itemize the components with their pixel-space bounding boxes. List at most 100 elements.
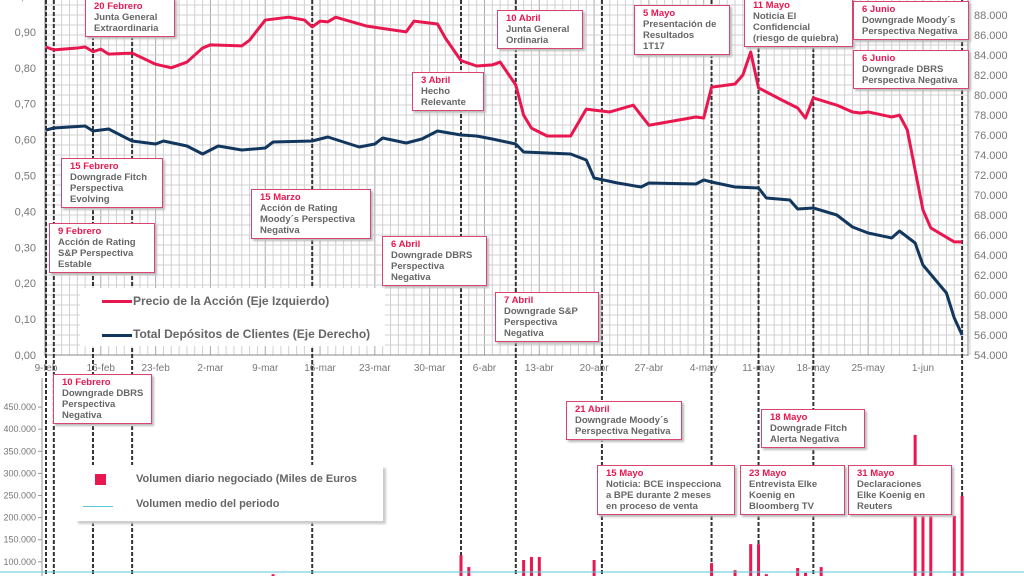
event-text: Perspectiva Negativa (862, 26, 958, 37)
x-axis-tick-label: 9-mar (252, 363, 279, 374)
event-text: Elke Koenig en (857, 490, 926, 501)
left-axis-tick-label: 0,90 (15, 27, 36, 39)
volume-axis-tick-label: 150.000 (3, 535, 36, 545)
event-text: Negativa (504, 328, 544, 339)
x-axis-tick-label: 1-jun (912, 363, 934, 374)
x-axis-tick-label: 2-mar (197, 363, 224, 374)
event-date: 20 Febrero (94, 1, 143, 12)
event-text: Ordinaria (506, 35, 549, 46)
event-text: Evolving (70, 194, 110, 205)
volume-bar (537, 556, 541, 576)
event-date: 18 Mayo (770, 412, 808, 423)
deposits-line (45, 124, 964, 336)
event-text: en proceso de venta (606, 501, 698, 512)
event-annotation: 31 Mayo Declaraciones Elke Koenig en Reuter… (848, 465, 952, 515)
x-axis-tick-label: 27-abr (634, 363, 664, 374)
volume-bar (960, 495, 964, 576)
event-annotation: 3 Abril Hecho Relevante (412, 72, 484, 111)
right-axis-tick-label: 56.000 (974, 330, 1008, 342)
legend-volume-swatch (95, 474, 106, 485)
legend-deposits-label: Total Depósitos de Clientes (Eje Derecho… (133, 327, 371, 341)
legend-volume-label: Volumen diario negociado (Miles de Euros (136, 473, 358, 485)
right-axis-tick-label: 88.000 (974, 10, 1008, 22)
event-text: S&P Perspectiva (58, 248, 134, 259)
x-axis-tick-label: 30-mar (414, 363, 446, 374)
volume-bar (921, 515, 925, 576)
right-axis-tick-label: 54.000 (974, 350, 1008, 362)
event-annotation: 15 Mayo Noticia: BCE inspecciona a BPE dur… (597, 465, 735, 515)
volume-bar (952, 515, 956, 576)
volume-bar (757, 544, 761, 576)
event-text: Declaraciones (857, 479, 922, 490)
legend-price-label: Precio de la Acción (Eje Izquierdo) (133, 294, 330, 308)
right-axis-tick-label: 70.000 (974, 190, 1008, 202)
event-date: 3 Abril (421, 75, 451, 86)
volume-bar (749, 544, 753, 576)
event-annotation: 23 Mayo Entrevista Elke Koenig en Bloomberg… (740, 465, 845, 515)
event-annotation: 6 Abril Downgrade DBRS Perspectiva Negativa (382, 236, 487, 286)
event-text: Acción de Rating (260, 203, 338, 214)
event-text: Presentación de (643, 19, 717, 30)
right-axis-tick-label: 62.000 (974, 270, 1008, 282)
right-axis-tick-label: 64.000 (974, 250, 1008, 262)
event-date: 15 Marzo (260, 192, 301, 203)
legend-deposits-swatch (102, 334, 132, 337)
volume-axis-tick-label: 100.000 (3, 557, 36, 567)
event-text: Koenig en (749, 490, 795, 501)
event-text: 1T17 (643, 41, 665, 52)
event-date: 5 Mayo (643, 8, 676, 19)
event-text: Estable (58, 259, 92, 270)
volume-bar (764, 574, 768, 576)
right-axis-tick-label: 60.000 (974, 290, 1008, 302)
volume-bar (529, 556, 533, 576)
event-text: Hecho (421, 86, 451, 97)
event-text: Downgrade DBRS (391, 250, 473, 261)
event-annotation: 6 Junio Downgrade DBRS Perspectiva Negativ… (853, 50, 969, 89)
event-date: 9 Febrero (58, 226, 102, 237)
event-text: (riesgo de quiebra) (753, 33, 839, 44)
left-axis-tick-label: 0,40 (15, 206, 36, 218)
right-axis-tick-label: 72.000 (974, 170, 1008, 182)
event-annotation: 5 Mayo Presentación de Resultados 1T17 (634, 5, 730, 55)
event-date: 6 Junio (862, 4, 896, 15)
event-text: Moody´s Perspectiva (260, 214, 356, 225)
event-annotation: 21 Abril Downgrade Moody´s Perspectiva Neg… (566, 401, 682, 440)
left-axis-tick-label: 0,10 (15, 314, 36, 326)
left-axis-tick-label: 0,50 (15, 171, 36, 183)
right-axis-tick-label: 68.000 (974, 210, 1008, 222)
left-axis-tick-label: 0,70 (15, 99, 36, 111)
legend-volume (75, 465, 383, 521)
event-text: Downgrade Fitch (70, 172, 148, 183)
event-date: 31 Mayo (857, 468, 895, 479)
volume-bar (271, 574, 275, 576)
right-axis-tick-label: 74.000 (974, 150, 1008, 162)
event-text: Alerta Negativa (770, 434, 840, 445)
event-text: Extraordinaria (94, 23, 159, 34)
event-text: Downgrade DBRS (862, 64, 944, 75)
right-axis-tick-label: 66.000 (974, 230, 1008, 242)
left-axis-tick-label: 0,60 (15, 135, 36, 147)
event-text: Noticia: BCE inspecciona (606, 479, 722, 490)
event-text: Perspectiva (62, 399, 116, 410)
event-text: Perspectiva (391, 261, 445, 272)
event-text: Reuters (857, 501, 893, 512)
event-date: 15 Mayo (606, 468, 644, 479)
right-axis-tick-label: 78.000 (974, 110, 1008, 122)
event-date: 7 Abril (504, 295, 534, 306)
right-axis-tick-label: 86.000 (974, 30, 1008, 42)
volume-bar (592, 560, 596, 576)
right-axis-tick-label: 84.000 (974, 50, 1008, 62)
volume-bar (522, 560, 526, 576)
price-line (45, 15, 963, 244)
event-date: 10 Febrero (62, 377, 111, 388)
event-text: Perspectiva Negativa (575, 426, 671, 437)
event-text: Entrevista Elke (749, 479, 818, 490)
volume-bar (929, 515, 933, 576)
right-axis-tick-label: 90.000 (974, 0, 1008, 2)
event-annotation: 10 Febrero Downgrade DBRS Perspectiva Negat… (53, 374, 152, 424)
event-text: Downgrade Moody´s (862, 15, 956, 26)
right-axis-tick-label: 58.000 (974, 310, 1008, 322)
left-axis-tick-label: 0,80 (15, 63, 36, 75)
event-annotation: 11 Mayo Noticia El Confidencial (riesgo de … (744, 0, 853, 47)
x-axis-tick-label: 23-mar (359, 363, 391, 374)
